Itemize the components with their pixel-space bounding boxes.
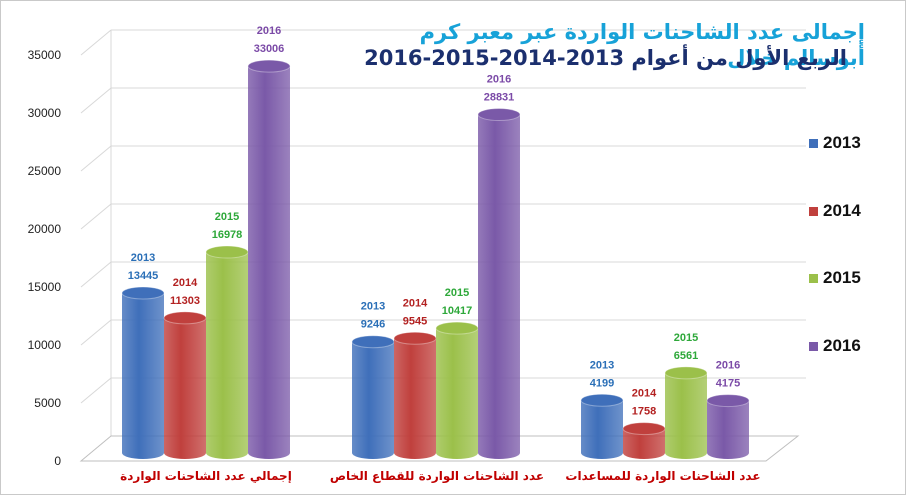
- bars: [121, 59, 750, 460]
- bar-top: [435, 321, 479, 335]
- data-label-value: 4199: [590, 377, 614, 389]
- bar-2013: [580, 393, 624, 459]
- bar-2016: [477, 108, 521, 460]
- data-labels: 2013 13445 2014 11303 2015 16978 2016 33006 2013…: [128, 25, 741, 417]
- legend-label: 2016: [823, 336, 861, 355]
- y-tick-label: 30000: [28, 106, 62, 120]
- bar-body: [707, 400, 749, 459]
- bar-2015: [435, 321, 479, 459]
- bar-top: [247, 59, 291, 73]
- legend-label: 2013: [823, 133, 861, 152]
- data-label-year: 2014: [173, 277, 198, 289]
- data-label-value: 4175: [716, 378, 740, 390]
- data-label-value: 28831: [484, 92, 515, 104]
- bar-top: [622, 422, 666, 436]
- gridline-diagonal: [80, 319, 112, 346]
- legend-swatch: [809, 274, 818, 283]
- gridline-diagonal: [80, 145, 112, 172]
- bar-top: [393, 331, 437, 345]
- bar-body: [581, 400, 623, 459]
- bar-body: [164, 317, 206, 459]
- bar-body: [394, 338, 436, 459]
- data-label-year: 2013: [131, 252, 155, 264]
- legend-swatch: [809, 139, 818, 148]
- bar-2016: [247, 59, 291, 459]
- y-tick-label: 35000: [28, 48, 62, 62]
- bar-top: [706, 394, 750, 408]
- data-label-year: 2016: [716, 360, 740, 372]
- gridline-diagonal: [80, 87, 112, 114]
- gridline-diagonal: [80, 377, 112, 404]
- bar-body: [352, 341, 394, 459]
- bar-top: [205, 245, 249, 259]
- bar-body: [206, 252, 248, 459]
- gridline-diagonal: [80, 29, 112, 56]
- data-label-value: 1758: [632, 406, 656, 418]
- legend-label: 2014: [823, 201, 861, 220]
- bar-body: [122, 293, 164, 459]
- gridline-diagonal: [80, 261, 112, 288]
- bar-2015: [664, 366, 708, 459]
- bar-2015: [205, 245, 249, 459]
- bar-2014: [393, 331, 437, 459]
- data-label-value: 6561: [674, 350, 698, 362]
- data-label-year: 2015: [445, 287, 469, 299]
- legend-swatch: [809, 342, 818, 351]
- bar-top: [351, 335, 395, 349]
- bar-top: [163, 311, 207, 325]
- data-label-year: 2015: [215, 211, 239, 223]
- bar-body: [248, 66, 290, 459]
- bar-2014: [622, 422, 666, 459]
- legend-label: 2015: [823, 268, 861, 287]
- data-label-value: 11303: [170, 295, 200, 307]
- data-label-value: 16978: [212, 229, 243, 241]
- bar-top: [477, 108, 521, 122]
- bar-2016: [706, 394, 750, 459]
- data-label-value: 33006: [254, 43, 285, 55]
- category-label: عدد الشاحنات الواردة للمساعدات: [565, 469, 760, 484]
- category-axis: إجمالي عدد الشاحنات الواردة عدد الشاحنات …: [120, 469, 760, 484]
- bar-body: [436, 328, 478, 459]
- bar-2013: [121, 286, 165, 459]
- bar-2014: [163, 311, 207, 459]
- bar-body: [623, 428, 665, 459]
- category-label: عدد الشاحنات الواردة للقطاع الخاص: [330, 469, 544, 484]
- y-tick-label: 10000: [28, 338, 62, 352]
- y-tick-label: 0: [54, 454, 61, 468]
- y-tick-label: 25000: [28, 164, 62, 178]
- bar-top: [121, 286, 165, 300]
- chart-title: إجمالى عدد الشاحنات الواردة عبر معبر كرم…: [419, 20, 865, 70]
- data-label-year: 2014: [403, 297, 428, 309]
- data-label-value: 9545: [403, 315, 427, 327]
- data-label-value: 10417: [442, 305, 473, 317]
- data-label-value: 13445: [128, 270, 159, 282]
- bar-body: [478, 114, 520, 460]
- bar-top: [580, 393, 624, 407]
- bar-2013: [351, 335, 395, 459]
- bar-body: [665, 372, 707, 459]
- y-tick-label: 20000: [28, 222, 62, 236]
- gridline-diagonal: [80, 203, 112, 230]
- bar-top: [664, 366, 708, 380]
- chart-subtitle: الربع الأول من أعوام 2013-2014-2015-2016: [364, 46, 847, 70]
- data-label-year: 2015: [674, 332, 698, 344]
- y-tick-label: 5000: [34, 396, 61, 410]
- data-label-year: 2013: [361, 301, 385, 313]
- legend-swatch: [809, 207, 818, 216]
- data-label-year: 2016: [487, 74, 511, 86]
- y-axis: 0 5000 10000 15000 20000 25000 30000 35000: [28, 48, 62, 468]
- category-label: إجمالي عدد الشاحنات الواردة: [120, 469, 292, 484]
- data-label-year: 2014: [632, 388, 657, 400]
- data-label-year: 2016: [257, 25, 281, 37]
- data-label-value: 9246: [361, 319, 385, 331]
- data-label-year: 2013: [590, 359, 614, 371]
- y-tick-label: 15000: [28, 280, 62, 294]
